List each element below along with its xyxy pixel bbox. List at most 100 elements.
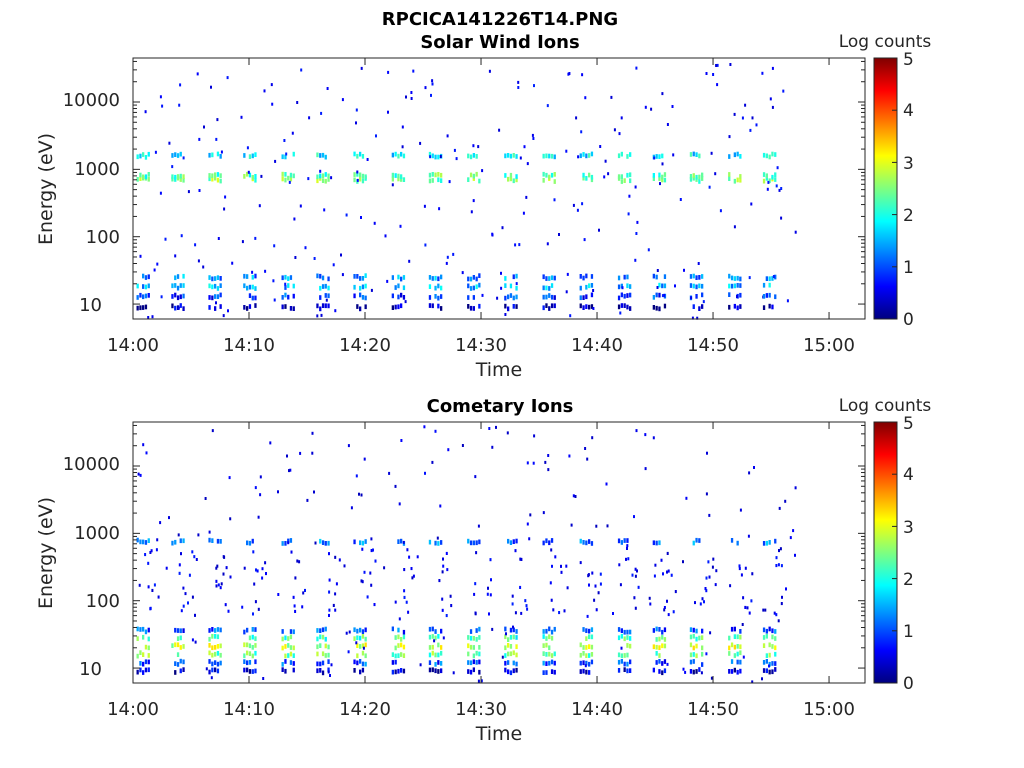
spectrogram-cell [474, 612, 477, 616]
spectrogram-cell [397, 643, 400, 648]
spectrogram-cell [695, 174, 698, 180]
spectrogram-cell [623, 661, 626, 667]
spectrogram-cell [467, 153, 470, 159]
spectrogram-cell [553, 179, 556, 184]
spectrogram-cell [762, 294, 766, 299]
spectrogram-cell [730, 642, 734, 648]
spectrogram-cell [160, 295, 163, 299]
spectrogram-cell [714, 583, 717, 587]
spectrogram-cell [658, 653, 661, 658]
spectrogram-cell [174, 174, 177, 180]
spectrogram-cell [469, 276, 473, 282]
spectrogram-cell [424, 243, 427, 247]
spectrogram-cell [440, 628, 443, 634]
spectrogram-cell [222, 572, 225, 576]
spectrogram-cell [698, 275, 701, 280]
spectrogram-cell [629, 643, 632, 649]
spectrogram-cell [586, 457, 589, 461]
spectrogram-cell [208, 295, 211, 300]
spectrogram-cell [179, 645, 182, 650]
spectrogram-cell [304, 246, 307, 250]
spectrogram-cell [273, 244, 276, 248]
spectrogram-cell [211, 538, 214, 543]
spectrogram-cell [789, 536, 792, 540]
spectrogram-cell [689, 652, 693, 658]
spectrogram-cell [655, 660, 658, 665]
spectrogram-cell [355, 474, 358, 478]
spectrogram-cell [229, 575, 232, 579]
spectrogram-cell [241, 240, 244, 244]
spectrogram-cell [652, 295, 655, 300]
spectrogram-cell [509, 540, 513, 545]
spectrogram-cell [224, 195, 227, 199]
spectrogram-cell [590, 177, 594, 183]
spectrogram-cell [147, 538, 150, 543]
spectrogram-cell [733, 303, 736, 309]
spectrogram-cell [475, 540, 478, 546]
spectrogram-cell [292, 283, 295, 289]
spectrogram-cell [147, 667, 150, 673]
spectrogram-cell [695, 537, 698, 543]
figure-title: RPCICA141226T14.PNG [382, 9, 618, 30]
spectrogram-cell [434, 662, 437, 667]
spectrogram-cell [219, 660, 222, 666]
spectrogram-cell [165, 566, 168, 570]
spectrogram-cell [634, 185, 637, 189]
spectrogram-cell [219, 154, 222, 159]
spectrogram-cell [550, 598, 553, 602]
spectrogram-cell [658, 645, 661, 650]
colorbar-label: Log counts [839, 32, 932, 52]
spectrogram-cell [736, 283, 739, 288]
spectrogram-cell [748, 276, 751, 280]
spectrogram-cell [542, 285, 545, 291]
spectrogram-cell [246, 642, 249, 648]
spectrogram-cell [565, 290, 568, 294]
spectrogram-cell [500, 286, 503, 290]
spectrogram-cell [437, 660, 440, 665]
spectrogram-cell [550, 635, 554, 641]
spectrogram-cell [364, 295, 367, 301]
plot-area [133, 422, 865, 683]
spectrogram-cell [617, 174, 621, 179]
spectrogram-cell [467, 276, 470, 282]
spectrogram-cell [298, 560, 301, 564]
spectrogram-cell [375, 134, 377, 138]
spectrogram-cell [582, 660, 585, 666]
x-tick-label: 15:00 [803, 335, 855, 356]
spectrogram-cell [658, 292, 661, 298]
spectrogram-cell [361, 178, 365, 184]
spectrogram-cell [147, 585, 150, 589]
spectrogram-cell [182, 273, 185, 279]
spectrogram-cell [719, 209, 722, 213]
spectrogram-cell [582, 627, 585, 632]
spectrogram-cell [570, 523, 573, 527]
spectrogram-cell [434, 154, 437, 160]
spectrogram-cell [690, 296, 693, 300]
spectrogram-cell [216, 634, 220, 640]
spectrogram-cell [736, 659, 739, 665]
spectrogram-cell [139, 254, 142, 258]
spectrogram-cell [701, 662, 704, 667]
spectrogram-cell [568, 454, 571, 458]
spectrogram-cell [324, 303, 327, 309]
spectrogram-cell [605, 482, 608, 486]
spectrogram-cell [277, 490, 279, 494]
spectrogram-cell [296, 559, 299, 563]
spectrogram-cell [762, 608, 765, 612]
spectrogram-cell [356, 178, 359, 182]
spectrogram-cell [179, 668, 182, 674]
spectrogram-cell [361, 661, 365, 667]
spectrogram-cell [174, 152, 177, 157]
panel-title: Solar Wind Ions [420, 32, 579, 53]
spectrogram-cell [768, 178, 771, 184]
spectrogram-cell [248, 284, 252, 290]
spectrogram-cell [469, 660, 473, 666]
spectrogram-cell [786, 299, 789, 303]
spectrogram-cell [610, 95, 613, 99]
colorbar-tick-label: 0 [903, 310, 914, 330]
spectrogram-cell [620, 653, 623, 659]
spectrogram-cell [751, 680, 754, 684]
spectrogram-cell [361, 295, 365, 300]
spectrogram-cell [153, 268, 156, 272]
spectrogram-cell [542, 660, 545, 666]
